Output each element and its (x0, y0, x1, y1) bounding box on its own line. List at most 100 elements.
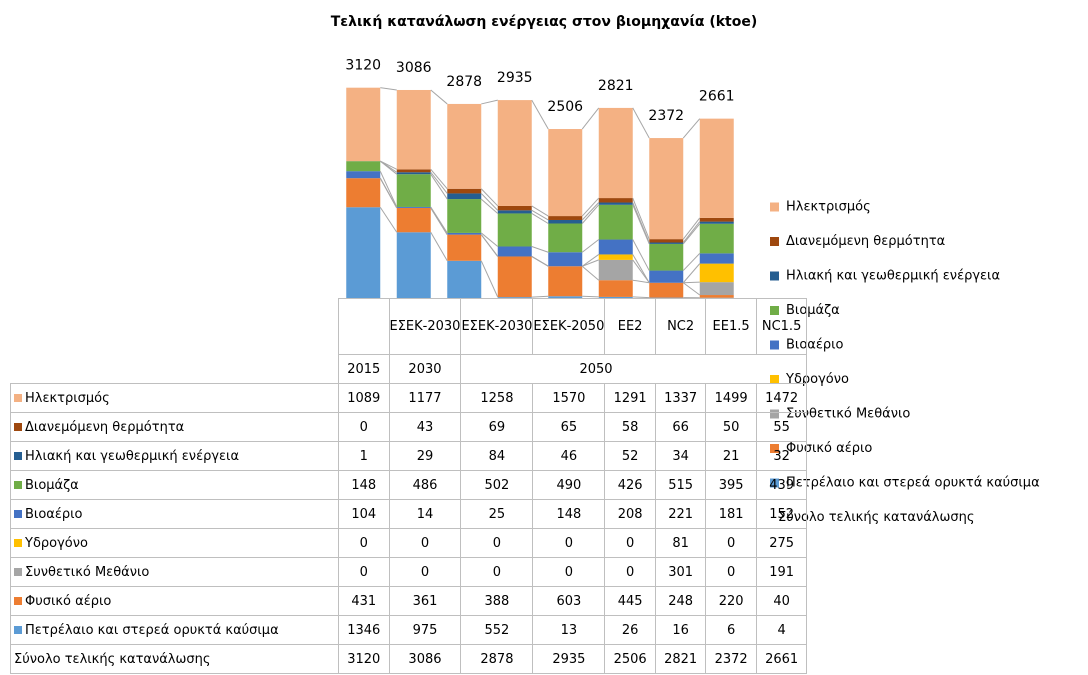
legend-swatch (770, 271, 779, 281)
table-value: 431 (338, 586, 390, 616)
legend-label: Σύνολο τελικής κατανάλωσης (778, 510, 975, 525)
bar-segment (497, 246, 532, 257)
table-value: 221 (654, 499, 707, 529)
category-label (338, 298, 390, 355)
row-label: Βιοαέριο (25, 506, 83, 522)
table-value: 0 (604, 528, 656, 558)
table-value: 552 (460, 615, 534, 645)
table-value: 0 (460, 557, 534, 587)
table-row: Υδρογόνο 0 0 0 0 0 81 0 275 (10, 528, 808, 558)
table-value: 445 (604, 586, 656, 616)
category-label: EE1.5 (705, 298, 757, 355)
table-value: 1570 (532, 383, 606, 413)
series-line (380, 160, 397, 170)
bar-segment (598, 280, 633, 297)
bar-segment (548, 252, 583, 267)
row-label: Υδρογόνο (25, 535, 88, 551)
series-line (531, 99, 549, 130)
bar-segment (346, 87, 381, 162)
table-value: 490 (532, 470, 606, 500)
table-value: 34 (654, 441, 707, 471)
row-header: Βιοαέριο (10, 499, 339, 529)
series-line (632, 279, 650, 284)
table-value: 0 (388, 557, 462, 587)
table-value: 1 (338, 441, 390, 471)
table-value: 69 (460, 412, 534, 442)
bar-segment (598, 107, 633, 199)
bar-segment (396, 206, 431, 208)
bar-segment (548, 266, 583, 297)
legend-key (14, 393, 22, 402)
table-value: 152 (755, 499, 808, 529)
series-line (632, 197, 650, 240)
table-value: 26 (604, 615, 656, 645)
bar-segment (447, 232, 482, 235)
series-line (582, 295, 599, 298)
row-label: Διανεμόμενη θερμότητα (25, 419, 185, 435)
table-value: 181 (705, 499, 757, 529)
series-line (581, 202, 600, 221)
table-value: 1499 (705, 383, 757, 413)
table-value: 50 (705, 412, 757, 442)
table-value: 0 (338, 412, 390, 442)
table-value: 2878 (460, 644, 534, 674)
bar-segment (396, 172, 431, 175)
series-line (682, 282, 701, 296)
category-label: NC1.5 (755, 298, 808, 355)
bar-segment (497, 256, 532, 298)
row-label: Σύνολο τελικής κατανάλωσης (14, 651, 211, 667)
bar-segment (497, 213, 532, 247)
bar-segment (447, 188, 482, 194)
table-value: 4 (755, 615, 808, 645)
bar-segment (649, 243, 684, 271)
table-value: 148 (532, 499, 606, 529)
bar-segment (649, 242, 684, 244)
table-value: 2372 (705, 644, 757, 674)
bar-segment (548, 216, 583, 220)
series-line (480, 234, 499, 257)
table-value: 148 (338, 470, 390, 500)
table-row: Φυσικό αέριο 431 361 388 603 445 248 220 40 (10, 586, 808, 616)
series-line (480, 193, 499, 211)
bar-segment (699, 295, 734, 298)
bar-segment (699, 223, 734, 254)
table-value: 0 (338, 557, 390, 587)
bar-segment (548, 219, 583, 224)
bar-segment (497, 210, 532, 214)
table-value: 32 (755, 441, 808, 471)
series-line (480, 198, 499, 214)
series-line (632, 107, 650, 139)
table-value: 0 (338, 528, 390, 558)
bar-segment (699, 282, 734, 296)
table-value: 191 (755, 557, 808, 587)
bar-segment (396, 232, 431, 298)
table-value: 1472 (755, 383, 808, 413)
legend-key (14, 538, 22, 547)
table-value: 16 (654, 615, 707, 645)
table-value: 395 (705, 470, 757, 500)
row-header: Πετρέλαιο και στερεά ορυκτά καύσιμα (10, 615, 339, 645)
bar-segment (699, 253, 734, 264)
table-value: 81 (654, 528, 707, 558)
table-value: 0 (604, 557, 656, 587)
table-value: 29 (388, 441, 462, 471)
bar-segment (649, 282, 684, 298)
row-label: Βιομάζα (25, 477, 79, 493)
group-label: 2030 (388, 354, 462, 384)
row-header: Υδρογόνο (10, 528, 339, 558)
bar-segment (447, 193, 482, 200)
bar-segment (598, 204, 633, 240)
table-value: 14 (388, 499, 462, 529)
bar-segment (396, 207, 431, 233)
series-line (582, 259, 599, 267)
series-line (632, 202, 650, 243)
series-line (480, 260, 499, 298)
category-label: EE2 (604, 298, 656, 355)
bar-segment (548, 129, 583, 217)
bar-segment (649, 138, 684, 240)
bar-segment (346, 171, 381, 179)
table-value: 0 (532, 557, 606, 587)
table-value: 0 (705, 557, 757, 587)
series-line (430, 169, 448, 190)
